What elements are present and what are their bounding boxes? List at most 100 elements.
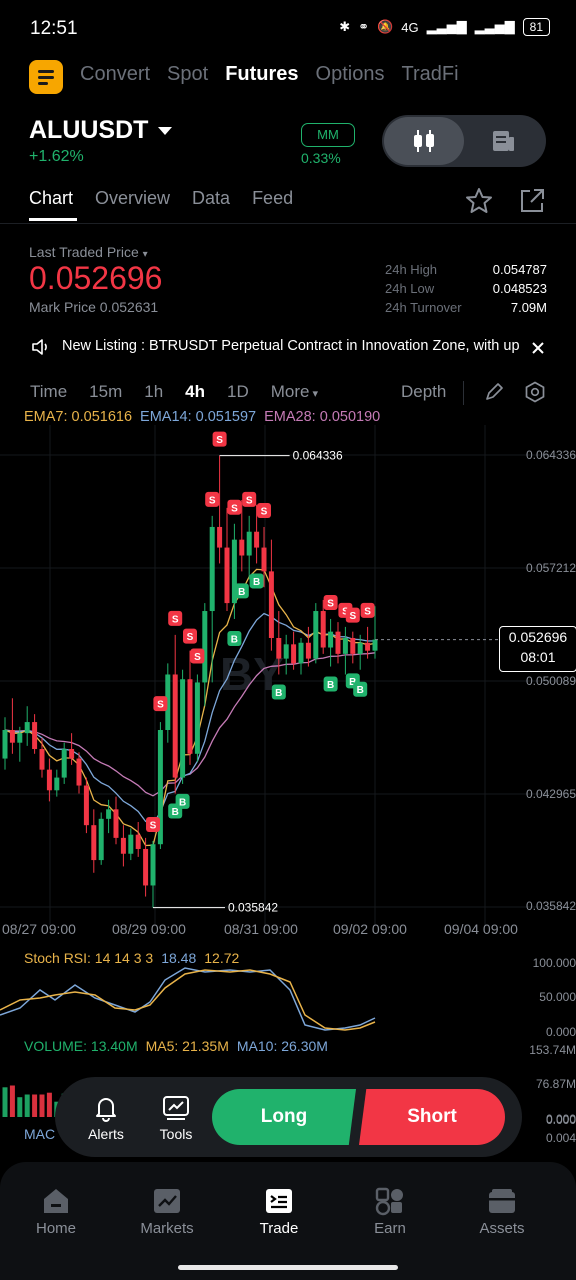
trade-icon — [266, 1189, 292, 1213]
interval-more[interactable]: More ▾ — [270, 382, 319, 401]
tab-data[interactable]: Data — [192, 188, 231, 208]
stat-24h-high-label: 24h High — [385, 262, 438, 277]
buy-signal: B — [234, 583, 249, 599]
candle — [254, 504, 260, 564]
tab-underline — [29, 218, 77, 221]
pencil-icon[interactable] — [483, 381, 505, 403]
stoch-rsi-k-line — [0, 967, 376, 1031]
tab-chart[interactable]: Chart — [29, 188, 74, 208]
orderbook-icon[interactable] — [490, 129, 516, 153]
interval-4h[interactable]: 4h — [185, 382, 205, 401]
candle — [224, 507, 230, 612]
nav-markets[interactable]: Markets — [122, 1186, 212, 1237]
candle — [298, 637, 304, 675]
content-tabs: Chart Overview Data Feed — [29, 188, 293, 209]
candle — [202, 603, 208, 707]
interval-1d[interactable]: 1D — [227, 382, 249, 401]
y-tick-2: 0.057212 — [525, 561, 576, 575]
stat-24h-turnover-value: 7.09M — [510, 300, 547, 315]
candle — [372, 606, 378, 659]
top-nav-futures[interactable]: Futures — [225, 63, 299, 85]
last-traded-label[interactable]: Last Traded Price ▾ — [29, 244, 148, 260]
stat-24h-turnover-label: 24h Turnover — [385, 300, 462, 315]
extreme-markers: 0.064336 0.035842 — [153, 449, 500, 915]
candlestick-icon — [414, 130, 434, 152]
sell-signal: S — [323, 594, 338, 610]
candle — [98, 812, 104, 865]
candle — [246, 515, 252, 580]
long-button[interactable]: Long — [212, 1089, 356, 1145]
candle — [143, 837, 149, 897]
volume-tick-2: 76.87M — [535, 1077, 576, 1091]
symbol-selector[interactable]: ALUUSDT — [29, 116, 173, 145]
svg-text:S: S — [172, 614, 179, 625]
nav-assets[interactable]: Assets — [457, 1186, 547, 1237]
ema14-label: EMA14: 0.051597 — [140, 409, 257, 425]
mm-badge[interactable]: MM — [301, 123, 355, 147]
svg-text:S: S — [261, 506, 268, 517]
interval-time[interactable]: Time — [30, 382, 68, 401]
candle — [135, 822, 141, 857]
bell-icon — [96, 1098, 116, 1122]
settings-hex-icon[interactable] — [524, 381, 546, 403]
x-tick-2: 08/29 09:00 — [112, 921, 186, 937]
nav-trade[interactable]: Trade — [234, 1186, 324, 1237]
candle — [328, 618, 334, 667]
candle — [24, 706, 30, 746]
share-icon[interactable] — [517, 186, 547, 216]
candle — [39, 737, 45, 778]
buy-signal: B — [323, 676, 338, 692]
depth-button[interactable]: Depth — [401, 382, 447, 401]
candle — [106, 799, 112, 834]
macd-tick-2: 0.004 — [545, 1131, 576, 1145]
announcement-text[interactable]: New Listing : BTRUSDT Perpetual Contract… — [62, 338, 522, 354]
status-time: 12:51 — [30, 18, 78, 39]
star-icon[interactable] — [464, 186, 494, 216]
candle — [17, 726, 23, 762]
top-nav-convert[interactable]: Convert — [80, 63, 151, 85]
nav-earn[interactable]: Earn — [345, 1186, 435, 1237]
status-bar: 12:51 ✱ ⚭ 🔕 4G ▂▃▅▇ ▂▃▅▇ 81 — [0, 0, 576, 56]
interval-1h[interactable]: 1h — [144, 382, 164, 401]
short-button[interactable]: Short — [359, 1089, 505, 1145]
candle — [342, 626, 348, 675]
svg-text:S: S — [187, 632, 194, 643]
chart-mode-toggle[interactable] — [382, 115, 546, 167]
candle — [120, 825, 126, 867]
sell-signal: S — [146, 817, 160, 833]
buy-signal: B — [175, 793, 190, 809]
nav-home[interactable]: Home — [11, 1186, 101, 1237]
candle — [157, 722, 163, 849]
status-icons: ✱ ⚭ 🔕 4G ▂▃▅▇ ▂▃▅▇ 81 — [339, 18, 550, 36]
link-icon: ⚭ — [358, 19, 370, 34]
current-price-value: 0.052696 — [508, 629, 568, 645]
svg-text:S: S — [209, 495, 216, 506]
stat-24h-low-label: 24h Low — [385, 281, 435, 296]
stoch-rsi-chart — [0, 967, 376, 1031]
menu-logo-button[interactable] — [29, 60, 63, 94]
top-nav-tradfi[interactable]: TradFi — [401, 63, 459, 85]
tab-feed[interactable]: Feed — [252, 188, 294, 208]
buy-signal: B — [249, 573, 264, 589]
volume-bar — [46, 1092, 52, 1117]
signal-icon: ▂▃▅▇ — [426, 19, 467, 34]
buy-signal: B — [353, 681, 368, 697]
candle — [209, 515, 215, 683]
top-nav-options[interactable]: Options — [315, 63, 385, 85]
close-icon[interactable] — [530, 340, 546, 356]
tools-button[interactable]: Tools — [152, 1093, 200, 1142]
volume-tick-3: 0.000 — [545, 1112, 576, 1126]
interval-15m[interactable]: 15m — [89, 382, 123, 401]
candle — [187, 650, 193, 765]
candle — [335, 622, 341, 664]
candle — [217, 455, 223, 564]
x-tick-1: 08/27 09:00 — [2, 921, 76, 937]
chart-grid — [0, 425, 576, 925]
volume-ma10: MA10: 26.30M — [236, 1038, 328, 1054]
tab-overview[interactable]: Overview — [95, 188, 171, 208]
top-nav-spot[interactable]: Spot — [167, 63, 209, 85]
alerts-button[interactable]: Alerts — [82, 1093, 130, 1142]
candle-mode-button[interactable] — [384, 117, 464, 165]
stoch-rsi-k: 18.48 — [161, 950, 197, 966]
